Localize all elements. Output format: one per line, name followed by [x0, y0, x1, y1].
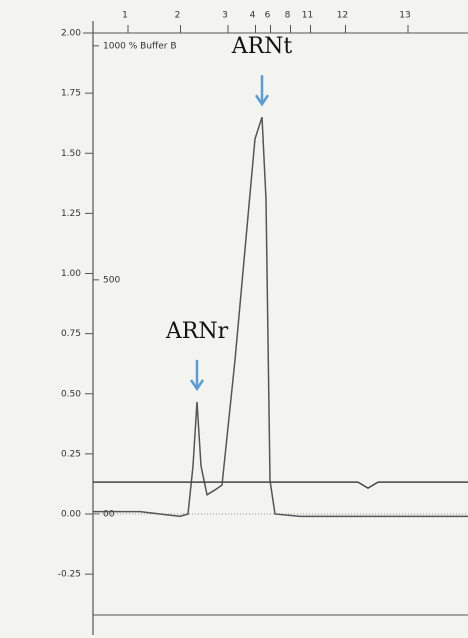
arrow-head — [189, 379, 205, 392]
y-tick-label: 1.75 — [61, 89, 81, 99]
annotation: ARNt — [231, 34, 293, 59]
y-tick-label: 1.50 — [61, 149, 81, 159]
y2-tick-label: 500 — [103, 275, 120, 285]
fraction-label: 11 — [302, 11, 313, 21]
arrow-head — [254, 94, 270, 107]
y-tick-label: 0.00 — [61, 509, 81, 519]
fraction-label: 2 — [175, 11, 181, 21]
fraction-label: 13 — [399, 11, 410, 21]
y-tick-label: 0.50 — [61, 389, 81, 399]
fraction-label: 3 — [222, 11, 228, 21]
y-tick-label: 0.75 — [61, 329, 81, 339]
y2-tick-label: 1000 % Buffer B — [103, 41, 177, 51]
fraction-label: 1 — [122, 11, 128, 21]
fraction-label: 8 — [285, 11, 291, 21]
y-tick-label: 1.25 — [61, 209, 81, 219]
trace — [93, 481, 468, 490]
y-tick-label: 0.25 — [61, 449, 81, 459]
fraction-label: 6 — [265, 11, 271, 21]
fraction-label: 4 — [250, 11, 256, 21]
y-tick-label: -0.25 — [58, 570, 81, 580]
fraction-label: 12 — [337, 11, 348, 21]
annotation: ARNr — [165, 319, 229, 344]
trace — [93, 116, 468, 518]
y-tick-label: 1.00 — [61, 269, 81, 279]
y-tick-label: 2.00 — [61, 29, 81, 39]
